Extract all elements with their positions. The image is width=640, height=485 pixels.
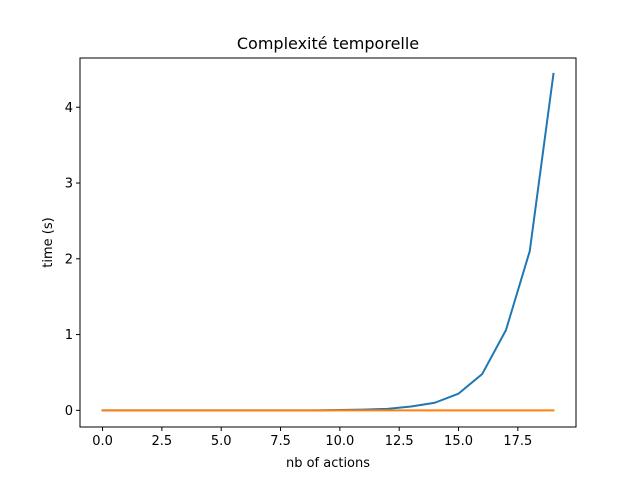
x-tick-label: 5.0 [211,434,232,449]
x-tick-label: 15.0 [444,434,473,449]
x-tick-label: 0.0 [92,434,113,449]
y-tick-label: 1 [65,328,73,343]
y-axis-label: time (s) [41,217,56,267]
x-tick-label: 12.5 [385,434,414,449]
y-axis-ticks: 0 1 2 3 4 [65,101,80,419]
x-tick-label: 17.5 [503,434,532,449]
x-tick-label: 7.5 [270,434,291,449]
x-tick-label: 10.0 [325,434,354,449]
series-layer [101,72,555,412]
y-tick-label: 0 [65,404,73,419]
x-axis-label: nb of actions [286,456,370,471]
y-tick-label: 4 [65,101,73,116]
x-axis-ticks: 0.0 2.5 5.0 7.5 10.0 12.5 15.0 17.5 [92,427,532,449]
chart-title: Complexité temporelle [237,34,419,53]
y-tick-label: 2 [65,252,73,267]
y-tick-label: 3 [65,177,73,192]
plot-frame [79,57,577,428]
x-tick-label: 2.5 [152,434,173,449]
